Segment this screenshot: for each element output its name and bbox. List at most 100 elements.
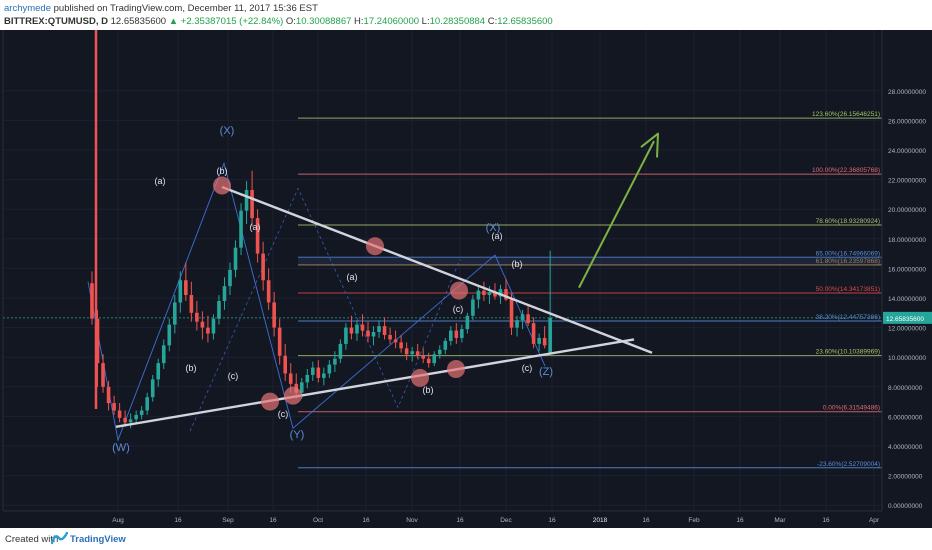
candle-body [317, 368, 321, 378]
candle-body [466, 316, 470, 329]
candle-body [432, 354, 436, 363]
wave-label: (c) [228, 371, 239, 381]
trendline-touch-marker [261, 393, 279, 411]
candle-body [305, 375, 309, 382]
candle-body [322, 373, 326, 377]
fib-level-label: 23.60%(10.10389969) [816, 349, 880, 356]
candle-body [267, 280, 271, 302]
wave-label: (c) [522, 363, 533, 373]
candle-body [145, 397, 149, 410]
y-tick-label: 16.00000000 [888, 266, 926, 273]
y-tick-label: 10.00000000 [888, 355, 926, 362]
candle-body [228, 270, 232, 286]
candle-body [449, 331, 453, 341]
candle-body [383, 326, 387, 335]
y-tick-label: 26.00000000 [888, 118, 926, 125]
close-label: C: [488, 16, 498, 27]
candle-body [140, 410, 144, 414]
candle-body [206, 328, 210, 334]
candle-body [455, 331, 459, 338]
low-label: L: [422, 16, 430, 27]
low-value: 10.28350884 [430, 16, 485, 27]
x-tick-label: 16 [174, 517, 182, 524]
x-tick-label: Feb [688, 517, 700, 524]
candle-body [272, 302, 276, 327]
trendline-touch-marker [447, 360, 465, 378]
candle-body [239, 211, 243, 248]
candle-body [129, 419, 133, 422]
trendline-touch-marker [366, 237, 384, 255]
candle-body [443, 341, 447, 350]
wave-label: (a) [347, 272, 358, 282]
candle-body [394, 339, 398, 342]
last-price-tag-label: 12.65835600 [886, 316, 924, 323]
candle-body [526, 314, 530, 323]
candle-body [361, 325, 365, 331]
x-tick-label: 16 [822, 517, 830, 524]
candle-body [510, 299, 514, 327]
candle-body [179, 280, 183, 302]
wave-label: (Y) [290, 429, 305, 441]
wave-label: (W) [112, 442, 130, 454]
candle-body [543, 338, 547, 345]
trendline-touch-marker [450, 282, 468, 300]
candle-body [537, 338, 541, 344]
candle-body [477, 291, 481, 300]
fib-level-label: 78.60%(18.93280924) [816, 218, 880, 225]
candle-body [427, 359, 431, 363]
y-tick-label: 20.00000000 [888, 207, 926, 214]
y-tick-label: 6.00000000 [888, 414, 923, 421]
y-tick-label: 18.00000000 [888, 237, 926, 244]
chart-header: archymede published on TradingView.com, … [0, 0, 932, 30]
tradingview-brand[interactable]: TradingView [70, 534, 126, 545]
candle-body [399, 342, 403, 348]
wave-label: (b) [512, 259, 523, 269]
candle-body [372, 332, 376, 336]
candle-body [190, 295, 194, 313]
price-axis-panel [882, 30, 932, 528]
x-tick-label: 16 [736, 517, 744, 524]
y-tick-label: 24.00000000 [888, 148, 926, 155]
publish-line: archymede published on TradingView.com, … [4, 3, 318, 14]
symbol-name: BITTREX:QTUMUSD, D [4, 16, 108, 27]
fib-level-label: 50.00%(14.34173851) [816, 286, 880, 293]
wave-label: (X) [220, 125, 235, 137]
close-value: 12.65835600 [497, 16, 552, 27]
wave-label: (b) [423, 385, 434, 395]
candle-body [261, 254, 265, 281]
x-tick-label: 2018 [593, 517, 608, 524]
candle-body [405, 348, 409, 354]
candle-body [90, 283, 94, 319]
fib-level-label: -23.60%(2.52709004) [817, 461, 880, 468]
y-tick-label: 28.00000000 [888, 89, 926, 96]
author-link[interactable]: archymede [4, 3, 51, 14]
candle-body [283, 356, 287, 374]
last-price: 12.65835600 [111, 16, 166, 27]
wave-label: (a) [250, 222, 261, 232]
x-tick-label: Oct [313, 517, 323, 524]
candle-body [250, 190, 254, 218]
x-tick-label: Apr [869, 517, 880, 524]
candle-body [350, 328, 354, 334]
wave-label: (c) [278, 409, 289, 419]
trendline-touch-marker [213, 177, 231, 195]
candle-body [521, 314, 525, 320]
y-tick-label: 4.00000000 [888, 444, 923, 451]
candle-body [223, 286, 227, 301]
chart-svg[interactable]: 123.60%(26.15646251) 100.00%(22.36805768)… [0, 30, 932, 528]
candle-body [112, 403, 116, 410]
x-tick-label: Sep [222, 517, 234, 524]
candle-body [548, 318, 552, 353]
wave-label: (Z) [539, 366, 553, 378]
x-tick-label: 16 [456, 517, 464, 524]
candle-body [167, 325, 171, 346]
tradingview-logo-icon [51, 531, 68, 545]
chart-area[interactable]: 123.60%(26.15646251) 100.00%(22.36805768)… [0, 30, 932, 528]
candle-body [328, 365, 332, 374]
y-tick-label: 8.00000000 [888, 385, 923, 392]
fib-level-label: 123.60%(26.15646251) [812, 111, 880, 118]
candle-body [438, 350, 442, 354]
wave-label: (b) [186, 363, 197, 373]
y-tick-label: 22.00000000 [888, 178, 926, 185]
candle-body [515, 320, 519, 327]
